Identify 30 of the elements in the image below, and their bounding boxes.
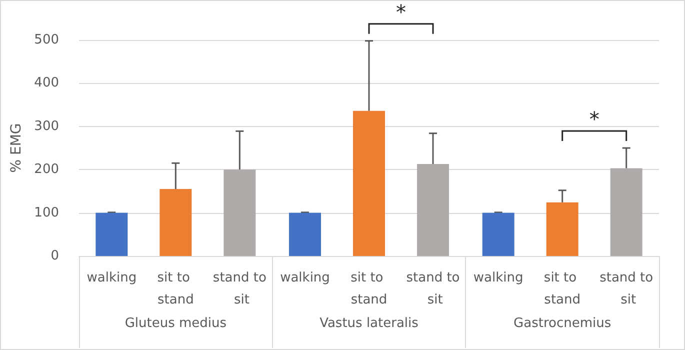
bar — [96, 212, 128, 256]
series-label: stand to sit — [212, 270, 266, 308]
bar — [289, 212, 321, 256]
y-tick-label: 0 — [50, 248, 59, 264]
y-tick-label: 100 — [34, 205, 59, 220]
bar — [160, 189, 192, 256]
bar — [482, 212, 514, 256]
text: stand to sit — [406, 270, 460, 308]
y-tick-label: 400 — [34, 76, 59, 91]
text: sit to stand — [157, 270, 194, 308]
x-tick-label: Vastus lateralis — [320, 316, 419, 331]
x-tick-label: Gastrocnemius — [514, 316, 612, 331]
annotation: * — [589, 107, 600, 131]
y-tick-label: 300 — [34, 118, 59, 134]
bar — [546, 202, 578, 256]
text: sit to stand — [350, 270, 388, 308]
y-tick-label: 200 — [34, 162, 59, 178]
bar — [417, 164, 449, 256]
bar — [353, 110, 385, 256]
x-tick-label: Gluteus medius — [124, 316, 227, 331]
series-label: walking — [473, 270, 524, 286]
text: stand to sit — [600, 270, 654, 308]
series-label: sit to stand — [544, 270, 581, 308]
text: walking — [280, 270, 330, 286]
y-axis-title: % EMG — [8, 123, 24, 173]
text: walking — [86, 270, 137, 286]
text: * — [396, 0, 406, 24]
y-tick-label: 500 — [34, 32, 59, 48]
bar — [224, 170, 256, 256]
bar — [610, 168, 642, 256]
